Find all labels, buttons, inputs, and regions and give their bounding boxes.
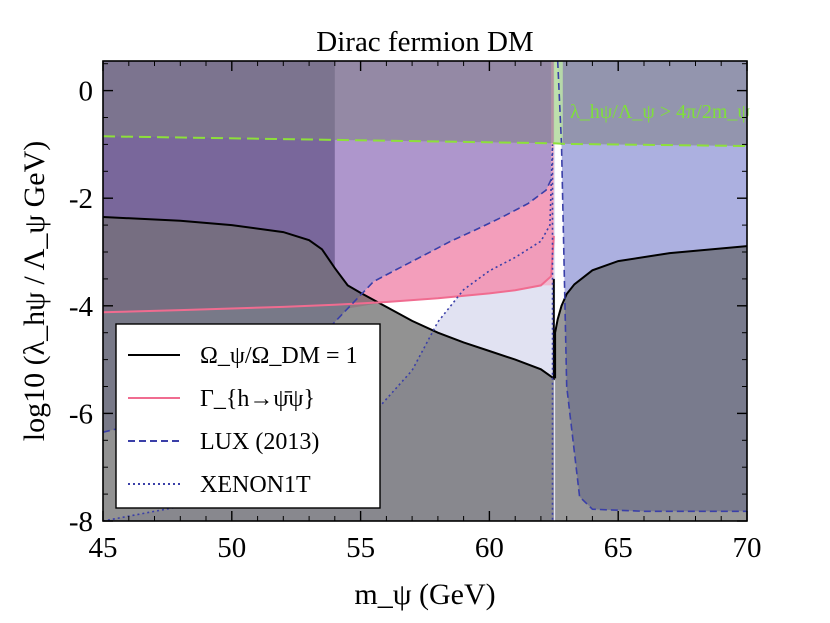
region-relic-overabundant-right: [555, 246, 747, 521]
y-tick-label: -2: [69, 183, 93, 215]
legend-label: LUX (2013): [200, 429, 319, 455]
x-tick-label: 60: [475, 532, 504, 564]
y-tick-label: -6: [69, 398, 93, 430]
x-axis-label: m_ψ (GeV): [354, 578, 495, 611]
legend-label: Ω_ψ/Ω_DM = 1: [200, 343, 358, 369]
y-tick-label: 0: [79, 76, 94, 108]
axis-ticks: [102, 61, 748, 522]
y-tick-labels: 0 -2 -4 -6 -8: [69, 76, 94, 538]
plot-frame: [102, 60, 748, 522]
region-resonance-strip: [553, 61, 563, 145]
legend: Ω_ψ/Ω_DM = 1 Γ_{h→ψ̄ψ} LUX (2013) XENON1T: [115, 323, 381, 509]
x-tick-labels: 45 50 55 60 65 70: [89, 532, 762, 564]
legend-label: Γ_{h→ψ̄ψ}: [200, 386, 315, 412]
y-axis-label: log10 (λ_hψ / Λ_ψ GeV): [18, 141, 51, 442]
x-tick-label: 70: [733, 532, 762, 564]
curve-higgs-decay: [103, 235, 555, 314]
perturbativity-annotation: λ_hψ/Λ_ψ > 4π/2m_ψ: [570, 101, 750, 123]
x-tick-label: 45: [89, 532, 118, 564]
x-tick-label: 65: [604, 532, 633, 564]
legend-label: XENON1T: [200, 472, 311, 498]
x-tick-label: 55: [346, 532, 375, 564]
curve-relic-left: [103, 216, 555, 381]
chart-title: Dirac fermion DM: [316, 26, 533, 58]
y-tick-label: -4: [69, 291, 94, 323]
x-tick-label: 50: [217, 532, 246, 564]
curve-relic-right: [554, 245, 747, 379]
curve-perturbativity: [103, 135, 747, 147]
region-perturbativity: [103, 61, 747, 146]
y-tick-label: -8: [69, 506, 93, 538]
